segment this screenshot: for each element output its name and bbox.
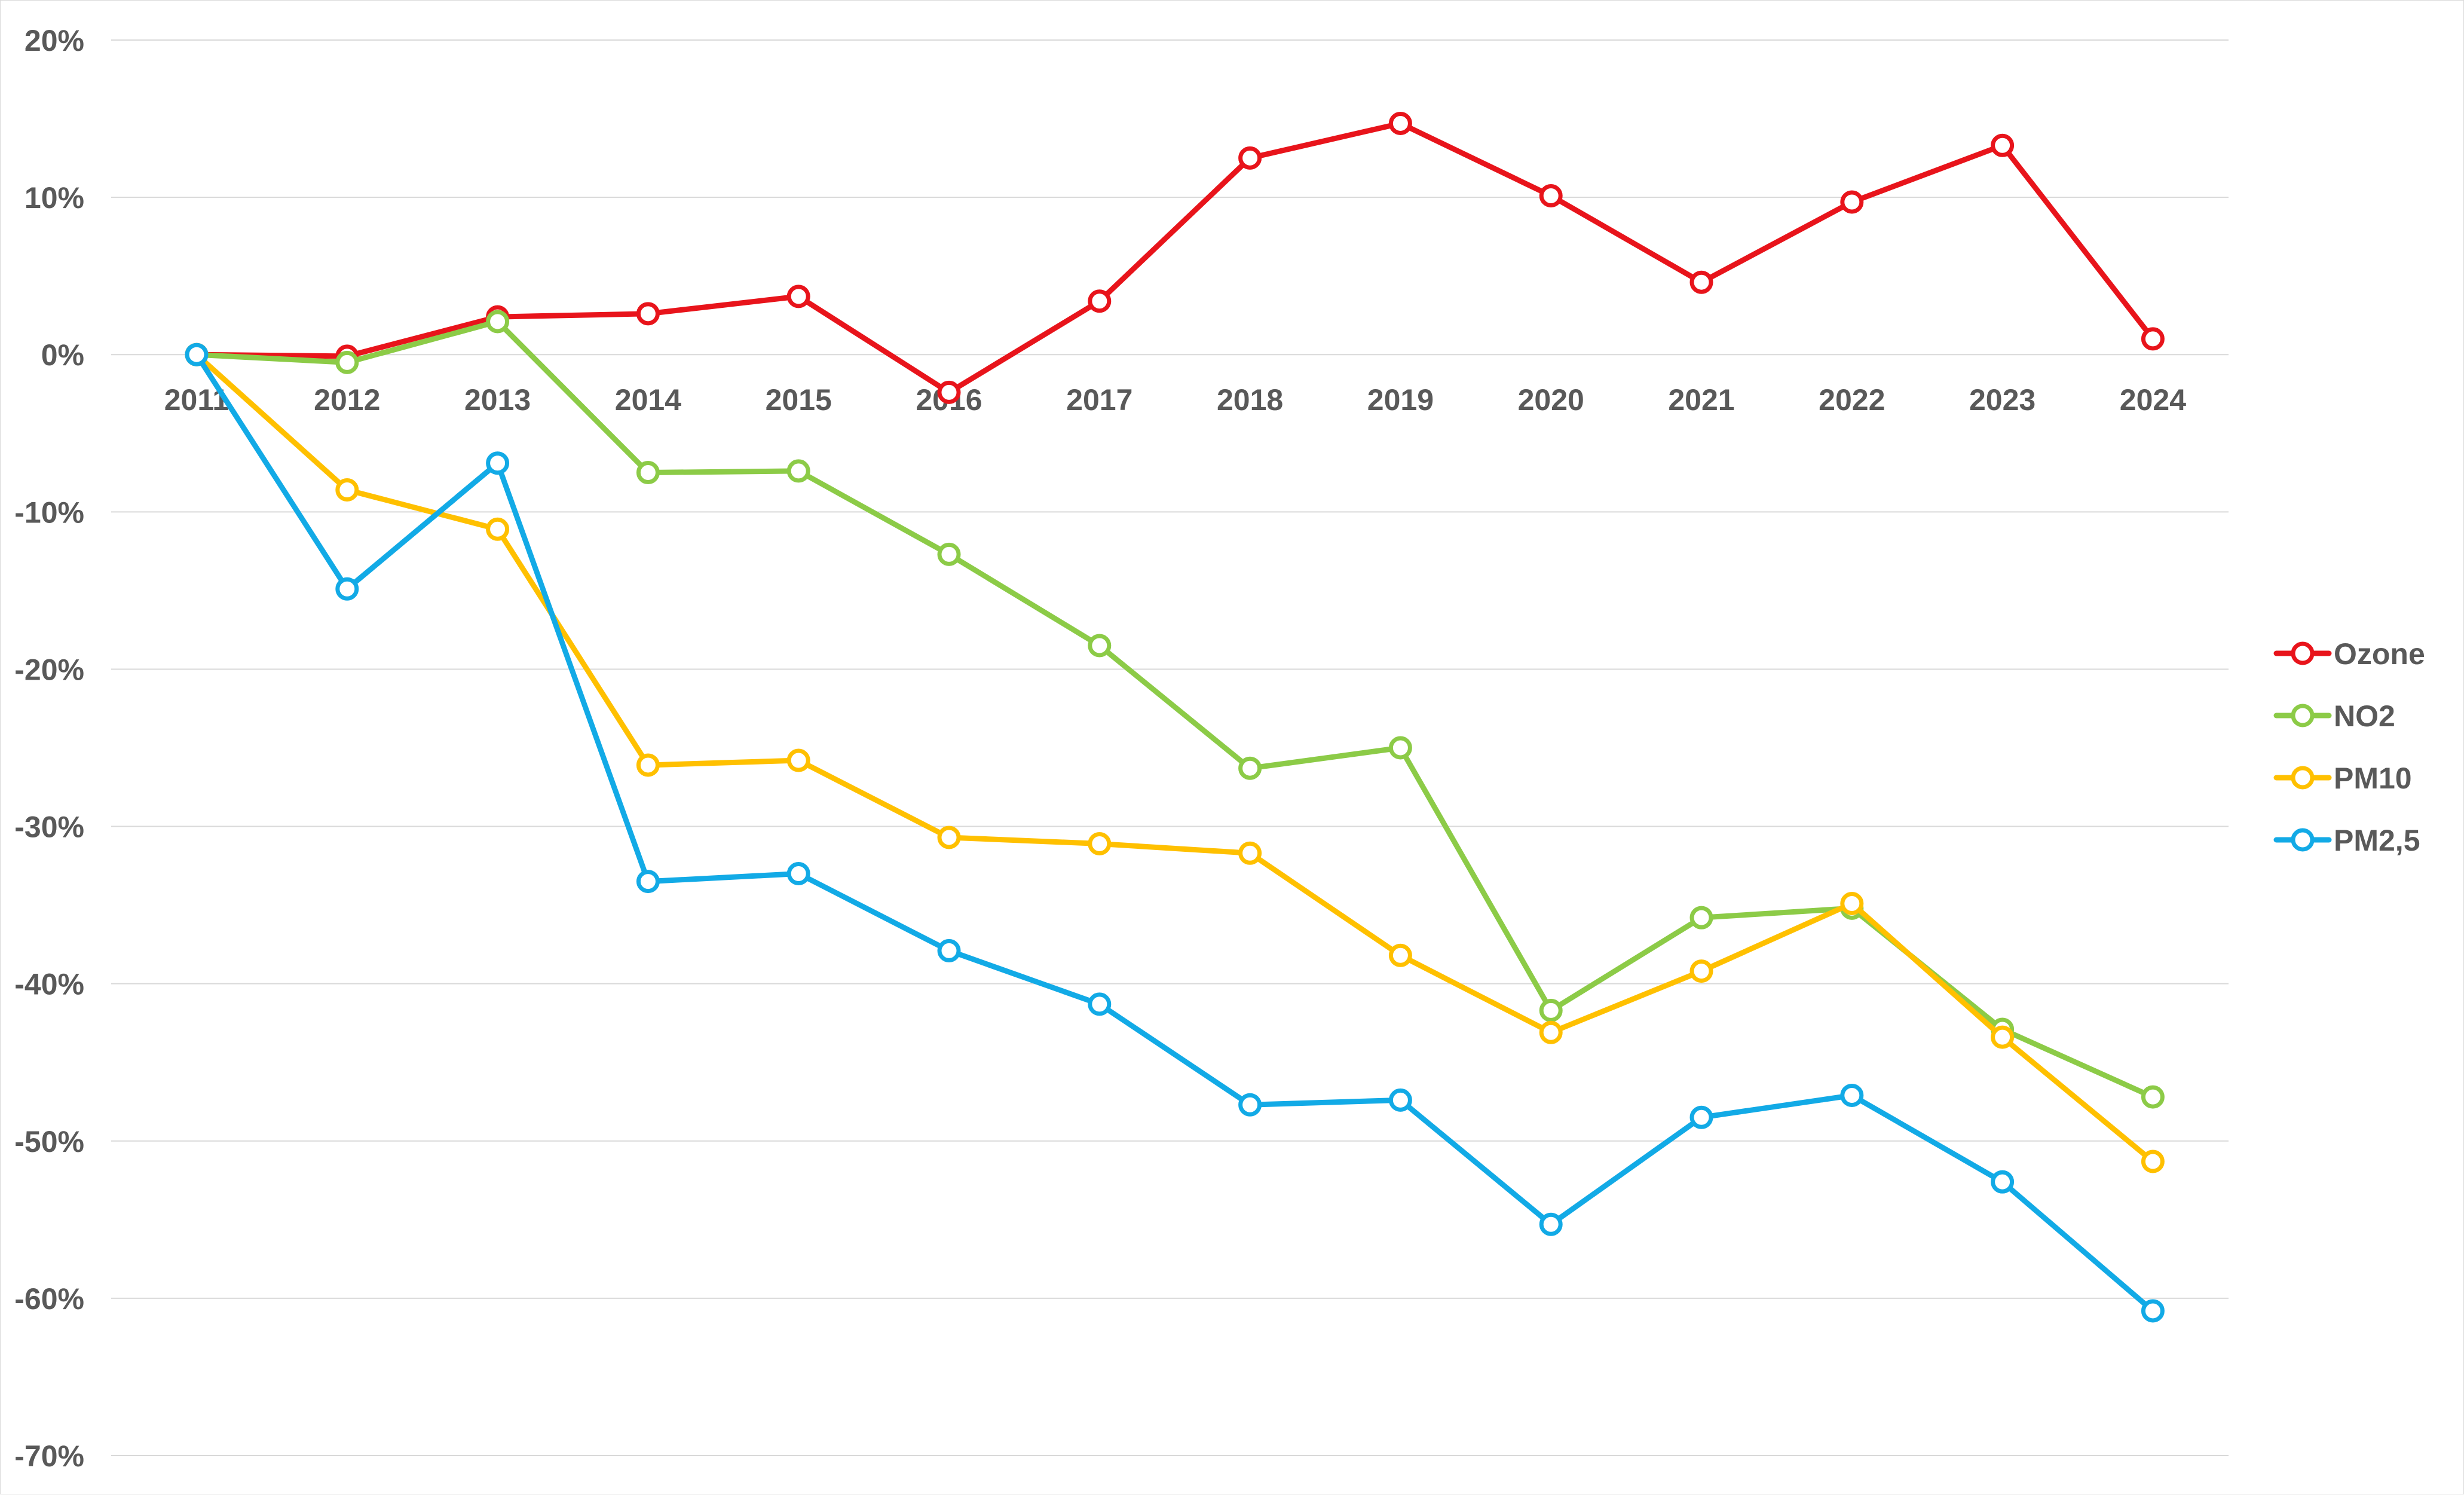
data-point <box>335 577 359 601</box>
data-point <box>636 870 660 894</box>
data-point <box>937 380 961 404</box>
legend-swatch-marker <box>2291 704 2315 727</box>
series-3 <box>185 343 2165 1323</box>
data-point <box>1238 146 1262 170</box>
legend-swatch-marker <box>2291 828 2315 852</box>
data-point <box>786 748 810 772</box>
data-point <box>486 451 510 475</box>
data-point <box>1539 1212 1563 1236</box>
y-tick-label: -40% <box>14 968 84 1001</box>
x-tick-label: 2019 <box>1367 383 1434 417</box>
data-point <box>1238 841 1262 865</box>
series-lines <box>185 111 2165 1323</box>
data-point <box>1539 998 1563 1022</box>
data-point <box>1689 270 1713 294</box>
data-point <box>1840 891 1864 915</box>
data-point <box>2141 1299 2165 1323</box>
legend-item: PM10 <box>2273 762 2412 795</box>
y-tick-label: 10% <box>25 181 84 215</box>
data-point <box>1388 1088 1412 1112</box>
data-point <box>486 517 510 541</box>
series-line <box>194 351 2156 1314</box>
data-point <box>1388 943 1412 967</box>
data-point <box>786 459 810 483</box>
series-line <box>194 120 2156 395</box>
legend-label: PM10 <box>2334 762 2412 795</box>
data-point <box>486 310 510 334</box>
data-point <box>1388 736 1412 760</box>
data-point <box>1238 1093 1262 1117</box>
y-tick-label: -60% <box>14 1282 84 1316</box>
x-tick-label: 2012 <box>314 383 380 417</box>
x-tick-label: 2017 <box>1066 383 1132 417</box>
data-point <box>636 461 660 485</box>
data-point <box>1840 1083 1864 1107</box>
data-point <box>937 938 961 962</box>
data-point <box>1388 111 1412 135</box>
y-tick-label: 20% <box>25 24 84 57</box>
legend-swatch-marker <box>2291 641 2315 665</box>
x-tick-label: 2020 <box>1518 383 1584 417</box>
legend-swatch-marker <box>2291 766 2315 790</box>
data-point <box>1088 992 1112 1016</box>
x-tick-label: 2024 <box>2120 383 2186 417</box>
legend-label: NO2 <box>2334 699 2395 733</box>
legend-item: PM2,5 <box>2273 824 2420 857</box>
data-point <box>1991 1025 2015 1049</box>
x-axis-tick-labels: 2011201220132014201520162017201820192020… <box>164 383 2186 417</box>
data-point <box>335 350 359 374</box>
data-point <box>1991 133 2015 157</box>
data-point <box>1991 1170 2015 1194</box>
y-axis-tick-labels: 20% 10% 0% -10% -20% -30% -40% -50% -60% -70% <box>14 24 84 1473</box>
data-point <box>1088 289 1112 313</box>
data-point <box>786 285 810 308</box>
data-point <box>937 542 961 566</box>
x-tick-label: 2023 <box>1969 383 2036 417</box>
series-2 <box>185 343 2165 1173</box>
y-tick-label: -20% <box>14 653 84 686</box>
data-point <box>1689 959 1713 983</box>
legend-label: Ozone <box>2334 637 2425 671</box>
x-tick-label: 2021 <box>1668 383 1734 417</box>
legend-label: PM2,5 <box>2334 824 2420 857</box>
data-point <box>1088 634 1112 658</box>
data-point <box>2141 1085 2165 1109</box>
series-1 <box>185 310 2165 1109</box>
gridlines <box>111 39 2229 1456</box>
y-tick-label: -50% <box>14 1125 84 1158</box>
y-tick-label: -70% <box>14 1439 84 1473</box>
legend-item: NO2 <box>2273 699 2395 733</box>
y-tick-label: 0% <box>41 338 84 372</box>
series-0 <box>185 111 2165 404</box>
x-tick-label: 2014 <box>615 383 681 417</box>
data-point <box>1539 1020 1563 1044</box>
data-point <box>1689 1105 1713 1129</box>
data-point <box>1238 756 1262 780</box>
series-line <box>194 319 2156 1100</box>
data-point <box>2141 327 2165 351</box>
legend: Ozone NO2 PM10 PM2,5 <box>2273 637 2425 857</box>
data-point <box>1539 184 1563 207</box>
x-tick-label: 2013 <box>464 383 531 417</box>
data-point <box>1840 190 1864 214</box>
data-point <box>1689 906 1713 930</box>
data-point <box>1088 831 1112 855</box>
series-line <box>194 351 2156 1164</box>
data-point <box>636 753 660 777</box>
x-tick-label: 2015 <box>766 383 832 417</box>
legend-item: Ozone <box>2273 637 2425 671</box>
data-point <box>185 343 209 366</box>
data-point <box>2141 1149 2165 1173</box>
data-point <box>937 826 961 849</box>
x-tick-label: 2022 <box>1819 383 1885 417</box>
data-point <box>335 478 359 502</box>
data-point <box>786 861 810 885</box>
y-tick-label: -30% <box>14 811 84 844</box>
x-tick-label: 2018 <box>1217 383 1283 417</box>
y-tick-label: -10% <box>14 496 84 529</box>
data-point <box>636 302 660 326</box>
